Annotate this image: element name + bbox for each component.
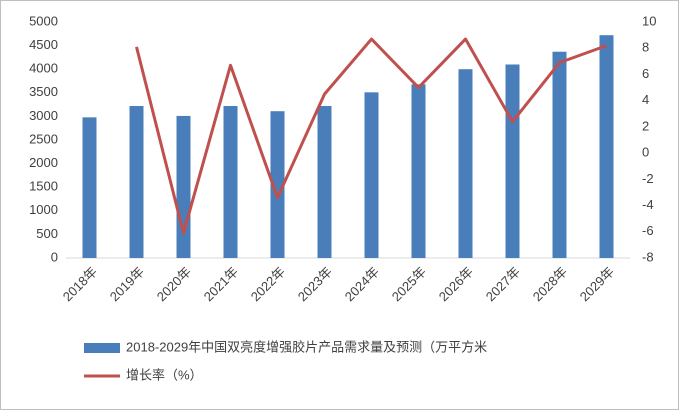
bar [599, 35, 614, 258]
bar [552, 51, 567, 259]
y-tick-label: 5000 [29, 13, 58, 28]
bar [458, 69, 473, 258]
line [135, 37, 608, 235]
y2-tick-label: 0 [642, 145, 649, 160]
y-tick-label: 4500 [29, 37, 58, 52]
y2-tick-label: -2 [642, 171, 654, 186]
bar [505, 64, 520, 258]
y2-tick-label: 10 [642, 13, 656, 28]
bar [82, 117, 97, 259]
bar [317, 106, 332, 259]
legend-swatch [84, 343, 120, 353]
y2-tick-label: -4 [642, 197, 654, 212]
y-tick-label: 4000 [29, 61, 58, 76]
y2-tick-label: 2 [642, 118, 649, 133]
y-tick-label: 2500 [29, 131, 58, 146]
y-tick-label: 1500 [29, 179, 58, 194]
y-tick-label: 1000 [29, 202, 58, 217]
bar [129, 106, 144, 259]
y-tick-label: 3000 [29, 108, 58, 123]
y-tick-label: 3500 [29, 84, 58, 99]
y2-tick-label: 8 [642, 40, 649, 55]
bar [270, 111, 285, 258]
y-tick-label: 0 [51, 249, 58, 264]
bar [364, 92, 379, 258]
y2-tick-label: -8 [642, 249, 654, 264]
y2-tick-label: 6 [642, 66, 649, 81]
y-tick-label: 500 [36, 226, 58, 241]
bar [176, 115, 191, 258]
y-tick-label: 2000 [29, 155, 58, 170]
legend-label: 2018-2029年中国双亮度增强胶片产品需求量及预测（万平方米 [126, 339, 487, 354]
y2-tick-label: 4 [642, 92, 649, 107]
bar [223, 106, 238, 259]
legend-label: 增长率（%） [126, 367, 203, 382]
y2-tick-label: -6 [642, 223, 654, 238]
bar [411, 84, 426, 258]
